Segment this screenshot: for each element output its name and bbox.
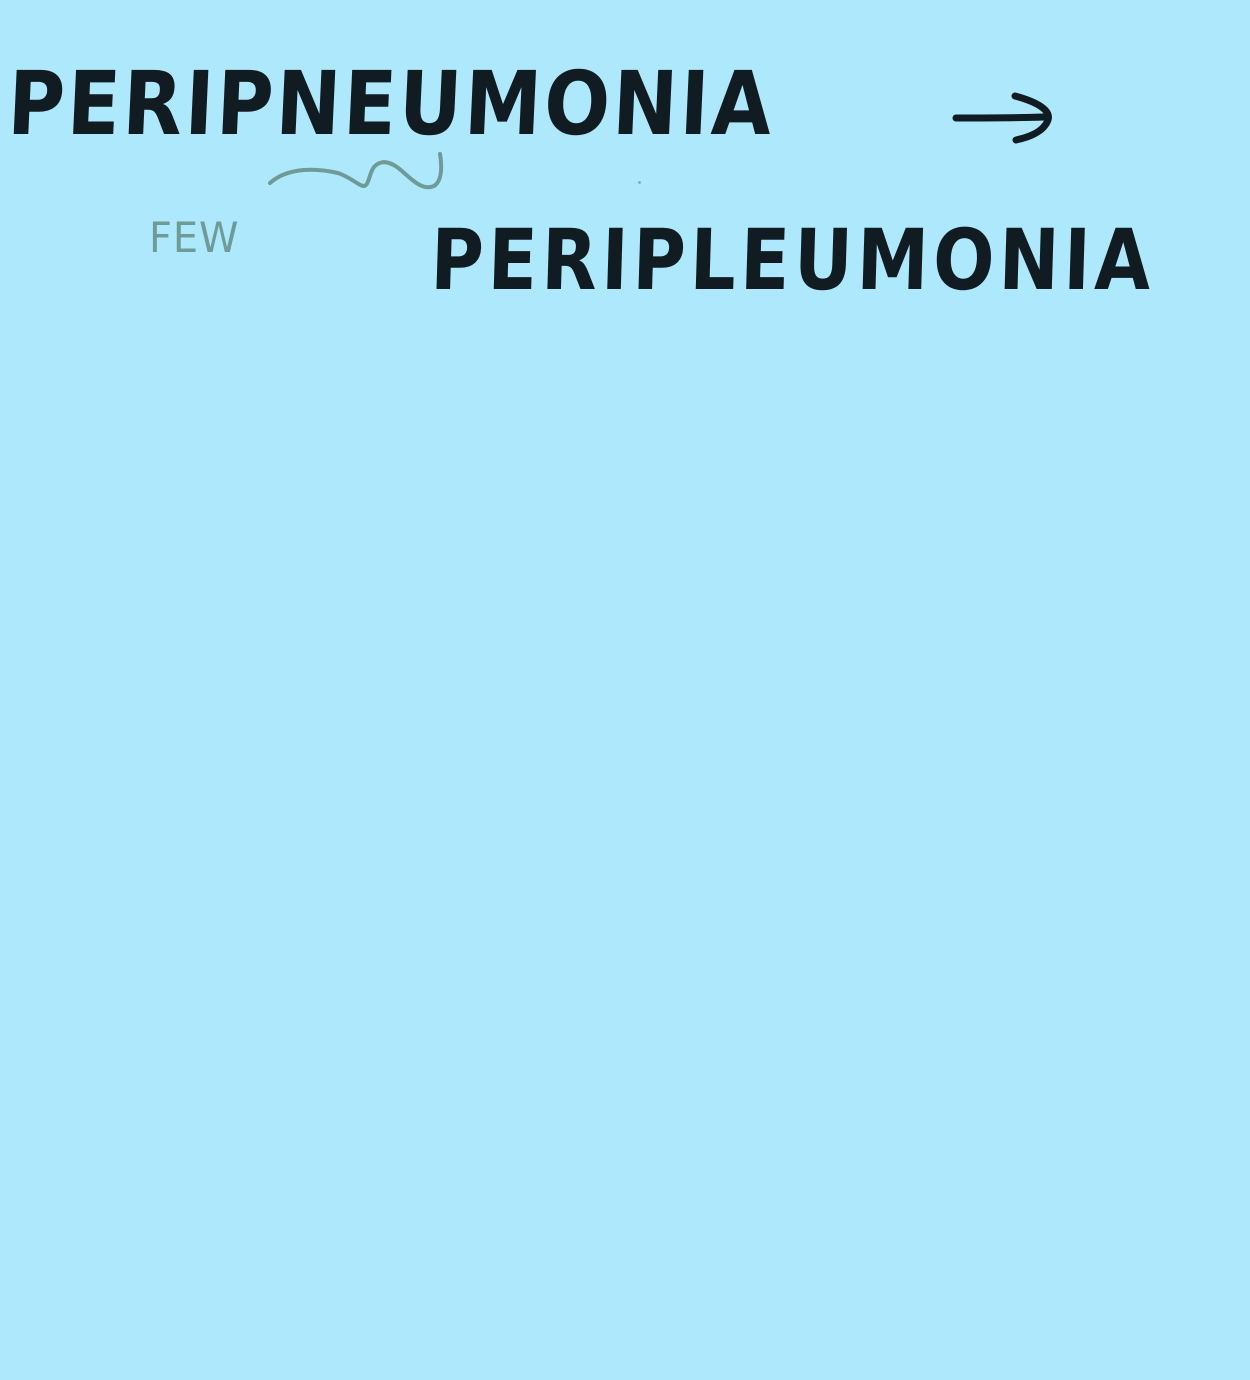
squiggle-underline-icon xyxy=(268,152,444,190)
paper-speck xyxy=(638,181,641,184)
original-word: PERIPNEUMONIA xyxy=(5,52,777,155)
right-arrow-icon xyxy=(952,92,1052,144)
corrected-word: PERIPLEUMONIA xyxy=(429,211,1157,309)
annotation-few: FEW xyxy=(149,213,240,262)
